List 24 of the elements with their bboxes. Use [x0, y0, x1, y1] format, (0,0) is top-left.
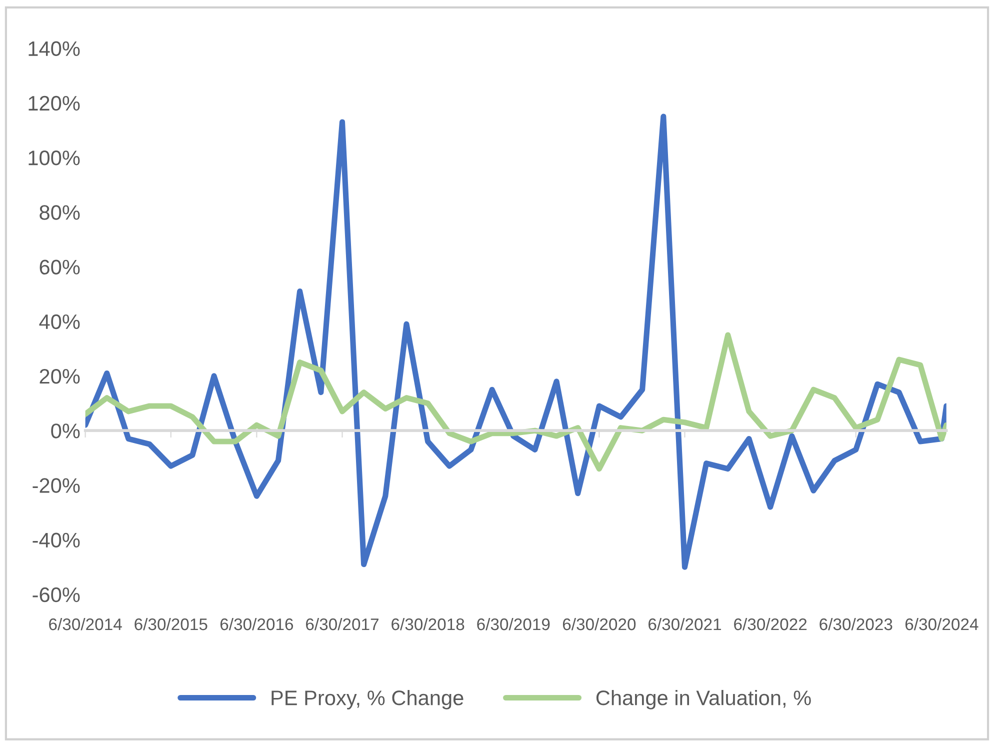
x-tick-label: 6/30/2018 — [392, 618, 464, 630]
y-tick-label: 60% — [40, 260, 80, 274]
y-tick-label: -40% — [32, 532, 80, 548]
y-tick-label: 40% — [39, 314, 80, 330]
x-tick-label: 6/30/2021 — [648, 618, 722, 630]
x-tick-label: 6/30/2022 — [734, 618, 807, 630]
x-tick-label: 6/30/2019 — [477, 618, 550, 630]
y-tick-label: -60% — [32, 587, 80, 602]
y-tick-label: 120% — [28, 96, 80, 111]
y-tick-label: 0% — [51, 424, 80, 438]
legend-label: PE Proxy, % Change — [272, 690, 464, 710]
y-tick-label: 100% — [28, 150, 80, 166]
x-tick-label: 6/30/2023 — [820, 618, 892, 630]
x-tick-label: 6/30/2017 — [306, 618, 378, 630]
legend-label: Change in Valuation, % — [596, 690, 811, 710]
x-tick-label: 6/30/2014 — [49, 618, 122, 630]
y-tick-label: 20% — [40, 368, 80, 384]
x-tick-label: 6/30/2020 — [562, 618, 636, 630]
y-tick-label: 140% — [28, 41, 80, 56]
x-tick-label: 6/30/2016 — [220, 618, 294, 630]
x-tick-label: 6/30/2024 — [905, 618, 978, 630]
y-tick-label: 80% — [40, 205, 80, 220]
y-tick-label: -20% — [32, 478, 80, 493]
x-tick-label: 6/30/2015 — [134, 618, 208, 630]
